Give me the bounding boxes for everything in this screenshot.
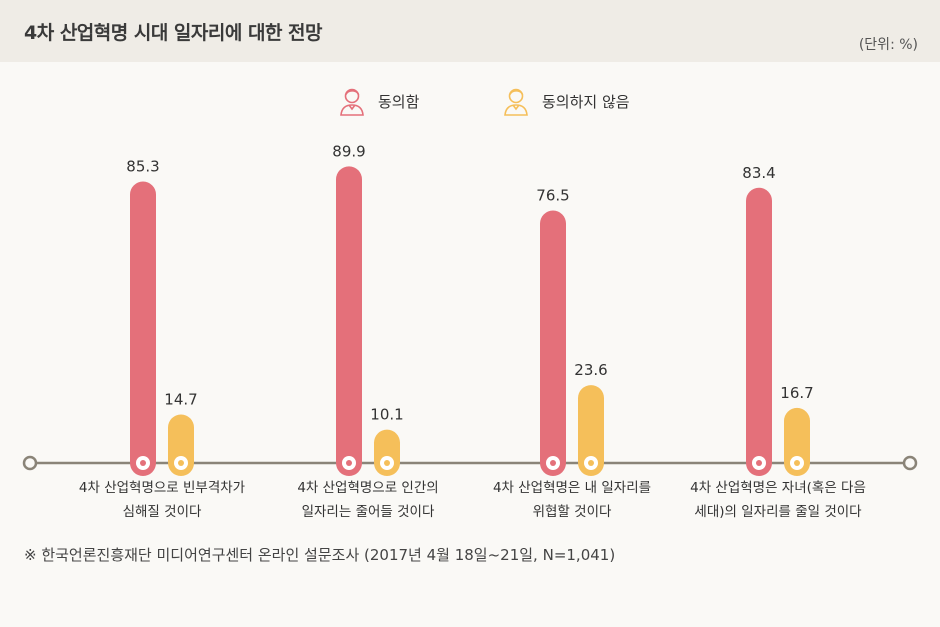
- category-label: 일자리는 줄어들 것이다: [302, 504, 435, 520]
- unit-label: (단위: %): [858, 37, 918, 53]
- bar-marker-inner: [346, 460, 352, 466]
- data-label: 16.7: [780, 384, 813, 402]
- category-label: 세대)의 일자리를 줄일 것이다: [694, 504, 862, 520]
- data-label: 23.6: [574, 361, 607, 379]
- data-label: 76.5: [536, 187, 569, 205]
- data-label: 83.4: [742, 164, 775, 182]
- axis-end-left: [22, 455, 38, 471]
- footnote: ※ 한국언론진흥재단 미디어연구센터 온라인 설문조사 (2017년 4월 18…: [24, 546, 616, 564]
- bar-agree-3: [540, 210, 566, 477]
- category-label: 4차 산업혁명으로 인간의: [297, 480, 438, 496]
- person-icon: [340, 88, 364, 116]
- bar-marker-inner: [384, 460, 390, 466]
- bar-agree-1: [130, 181, 156, 476]
- legend-item-disagree: 동의하지 않음: [502, 86, 630, 116]
- chart-title: 4차 산업혁명 시대 일자리에 대한 전망: [24, 22, 323, 44]
- bar-marker-inner: [550, 460, 556, 466]
- legend-label-agree: 동의함: [378, 92, 420, 111]
- bar-disagree-3: [578, 385, 604, 476]
- data-label: 10.1: [370, 406, 403, 424]
- bar-marker-inner: [794, 460, 800, 466]
- bar-disagree-4: [784, 407, 810, 476]
- data-label: 89.9: [332, 142, 365, 160]
- category-label: 심해질 것이다: [123, 504, 202, 520]
- bar-marker-inner: [178, 460, 184, 466]
- data-label: 14.7: [164, 390, 197, 408]
- header-band: 4차 산업혁명 시대 일자리에 대한 전망 (단위: %): [0, 0, 940, 62]
- legend: 동의함 동의하지 않음: [0, 86, 940, 120]
- bar-agree-2: [336, 166, 362, 476]
- category-label: 4차 산업혁명은 내 일자리를: [493, 480, 651, 496]
- bar-marker-inner: [588, 460, 594, 466]
- legend-item-agree: 동의함: [338, 86, 419, 116]
- axis-end-right: [902, 455, 918, 471]
- bar-agree-4: [746, 187, 772, 476]
- legend-label-disagree: 동의하지 않음: [542, 92, 630, 111]
- category-label: 4차 산업혁명으로 빈부격차가: [79, 480, 245, 496]
- bar-chart: 85.3 89.9 76.5 83.4 14.7 10.1 23.6 16.7 4차 산업혁명으…: [22, 142, 918, 520]
- category-label: 위협할 것이다: [533, 504, 612, 520]
- person-icon: [504, 88, 528, 116]
- bar-marker-inner: [756, 460, 762, 466]
- bar-marker-inner: [140, 460, 146, 466]
- category-label: 4차 산업혁명은 자녀(혹은 다음: [690, 480, 866, 496]
- data-label: 85.3: [126, 158, 159, 176]
